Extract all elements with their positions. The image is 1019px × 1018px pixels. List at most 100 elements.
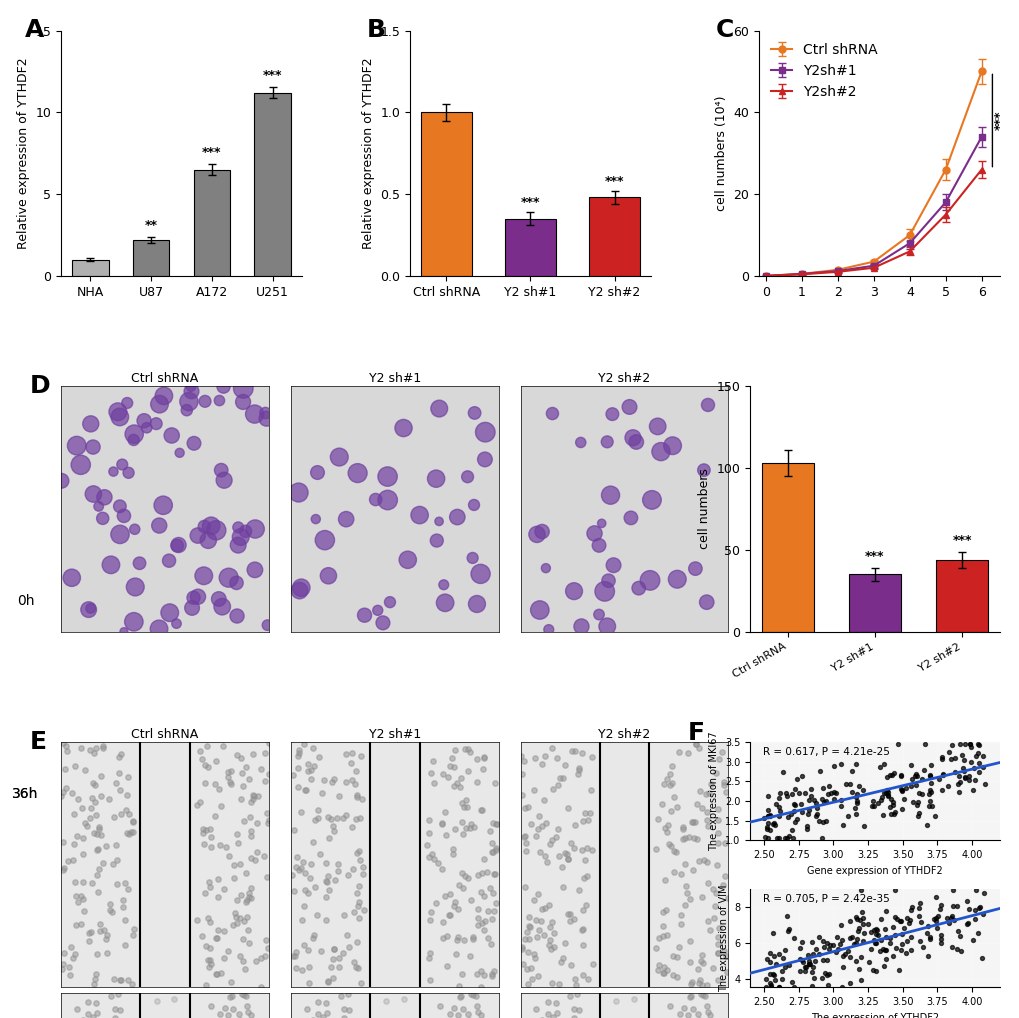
- Point: [759, 788, 775, 804]
- Point: [699, 913, 715, 929]
- Point: [381, 595, 397, 611]
- Point: [246, 788, 262, 804]
- Point: [230, 519, 247, 535]
- Point: [841, 776, 857, 792]
- Point: [286, 948, 303, 964]
- Point: [81, 934, 97, 950]
- Point: [575, 937, 591, 953]
- Point: [55, 784, 71, 800]
- Point: [974, 748, 990, 765]
- Point: [948, 898, 964, 914]
- Point: [682, 987, 698, 1004]
- Point: [881, 767, 898, 783]
- Point: [463, 815, 479, 832]
- Point: [118, 787, 135, 803]
- Point: [688, 831, 704, 847]
- Point: [543, 914, 559, 930]
- Point: [902, 756, 918, 773]
- Point: [87, 777, 103, 793]
- Point: [483, 844, 499, 860]
- Point: [761, 965, 777, 981]
- Point: [665, 864, 682, 881]
- Point: [170, 536, 186, 553]
- Point: [761, 945, 777, 961]
- Point: [243, 1007, 259, 1018]
- Point: [677, 831, 693, 847]
- Point: [867, 963, 883, 979]
- Point: [258, 410, 274, 427]
- Point: [855, 924, 871, 941]
- Point: [88, 740, 104, 756]
- Point: [769, 799, 786, 815]
- Point: [628, 434, 644, 450]
- Point: [63, 785, 79, 801]
- Text: ***: ***: [994, 111, 1006, 130]
- Point: [257, 773, 273, 789]
- Point: [118, 802, 135, 818]
- Point: [253, 978, 269, 995]
- Point: [309, 906, 325, 922]
- Point: [458, 792, 474, 808]
- Point: [860, 954, 876, 970]
- Point: [351, 843, 367, 859]
- Point: [717, 784, 734, 800]
- Point: [53, 472, 69, 489]
- Point: [350, 898, 366, 914]
- Point: [809, 929, 825, 946]
- Point: [696, 988, 712, 1005]
- Point: [590, 538, 606, 554]
- Point: [692, 953, 708, 969]
- Point: [81, 1006, 97, 1018]
- Point: [256, 848, 272, 864]
- Point: [931, 901, 948, 917]
- Point: [457, 741, 473, 757]
- Bar: [589, 197, 639, 276]
- Point: [206, 776, 222, 792]
- Point: [86, 745, 102, 761]
- Point: [473, 963, 489, 979]
- Point: [472, 566, 488, 582]
- Point: [104, 904, 120, 920]
- Point: [801, 802, 817, 818]
- Point: [933, 748, 950, 765]
- Point: [379, 492, 395, 508]
- Point: [545, 781, 561, 797]
- Point: [603, 406, 620, 422]
- Point: [451, 988, 468, 1005]
- Point: [208, 753, 224, 770]
- Point: [800, 953, 816, 969]
- Point: [770, 790, 787, 806]
- Point: [527, 950, 543, 966]
- Bar: [421, 112, 471, 276]
- Point: [919, 917, 935, 934]
- Point: [95, 510, 111, 526]
- Point: [683, 813, 699, 830]
- Point: [537, 815, 553, 832]
- Point: [54, 961, 70, 977]
- Point: [81, 994, 97, 1010]
- Point: [655, 776, 672, 792]
- Point: [786, 781, 802, 797]
- Point: [112, 526, 128, 543]
- Point: [552, 954, 569, 970]
- Point: [672, 1013, 688, 1018]
- Point: [56, 761, 72, 778]
- Point: [927, 913, 944, 929]
- Point: [761, 807, 777, 824]
- Point: [793, 935, 809, 951]
- Point: [245, 791, 261, 807]
- Point: [621, 399, 637, 415]
- Point: [967, 882, 983, 898]
- Point: [437, 804, 453, 821]
- Point: [426, 776, 442, 792]
- Point: [421, 945, 437, 961]
- Point: [921, 929, 937, 946]
- Point: [433, 814, 449, 831]
- Point: [679, 885, 695, 901]
- Point: [566, 911, 582, 927]
- Point: [122, 824, 139, 840]
- Point: [249, 844, 265, 860]
- Point: [966, 902, 982, 918]
- Point: [478, 863, 494, 880]
- Point: [155, 497, 171, 513]
